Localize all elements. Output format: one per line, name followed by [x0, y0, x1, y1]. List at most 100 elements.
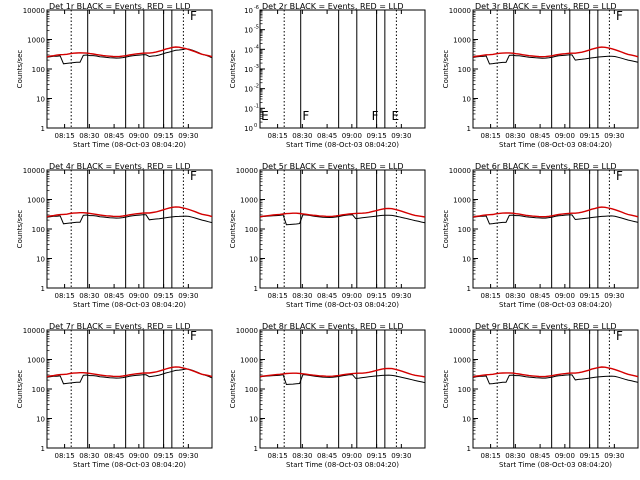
lld-series-line: [472, 366, 639, 378]
y-axis-label: Counts/sec: [229, 210, 237, 249]
x-axis-label: Start Time (08-Oct-03 08:04:20): [499, 141, 612, 149]
y-axis-label: Counts/sec: [442, 210, 450, 249]
y-tick-label: 1000: [240, 357, 258, 365]
x-tick-label: 09:30: [391, 452, 411, 460]
x-tick-label: 08:45: [104, 132, 124, 140]
x-tick-label: 09:15: [154, 132, 174, 140]
lld-series-line: [46, 46, 213, 58]
x-tick-label: 09:30: [178, 452, 198, 460]
lld-series-line: [46, 366, 213, 378]
x-tick-label: 08:30: [292, 292, 312, 300]
y-tick-label: 100: [32, 386, 45, 394]
x-tick-label: 09:00: [129, 132, 149, 140]
lld-series-line: [46, 206, 213, 218]
lld-series-line: [259, 207, 426, 218]
y-tick-label: 10: [36, 416, 45, 424]
x-axis-label: Start Time (08-Oct-03 08:04:20): [499, 461, 612, 469]
chart-panel-6: Det 6r BLACK = Events, RED = LLD 1 10 100 10…: [442, 162, 639, 309]
x-axis-label: Start Time (08-Oct-03 08:04:20): [286, 141, 399, 149]
y-tick-exponent: 0: [254, 123, 257, 129]
y-axis-label: Counts/sec: [16, 50, 24, 89]
y-axis-label: Counts/sec: [229, 370, 237, 409]
y-tick-exponent: -4: [254, 44, 259, 50]
chart-panel-5: Det 5r BLACK = Events, RED = LLD 1 10 100 10…: [229, 162, 426, 309]
chart-title: Det 7r BLACK = Events, RED = LLD: [49, 322, 191, 331]
plot-frame: [259, 329, 426, 449]
x-tick-label: 08:45: [530, 292, 550, 300]
x-tick-label: 08:15: [268, 452, 288, 460]
chart-panel-9: Det 9r BLACK = Events, RED = LLD 1 10 100 10…: [442, 322, 639, 469]
y-tick-label: 10000: [23, 7, 45, 15]
x-tick-label: 08:15: [481, 292, 501, 300]
y-tick-label: 1: [41, 125, 45, 133]
y-tick-label: 100: [458, 226, 471, 234]
y-tick-label: 10000: [236, 167, 258, 175]
x-tick-label: 09:30: [178, 292, 198, 300]
x-tick-label: 08:30: [292, 132, 312, 140]
x-tick-label: 09:00: [342, 292, 362, 300]
x-tick-label: 08:30: [292, 452, 312, 460]
x-tick-label: 08:45: [317, 132, 337, 140]
y-tick-label: 10: [36, 96, 45, 104]
y-tick-label: 10000: [449, 327, 471, 335]
y-tick-label: 1: [41, 445, 45, 453]
x-tick-label: 09:30: [391, 292, 411, 300]
flag-marker: E: [261, 109, 269, 123]
x-axis-label: Start Time (08-Oct-03 08:04:20): [73, 141, 186, 149]
y-tick-label: 10000: [449, 7, 471, 15]
x-axis-label: Start Time (08-Oct-03 08:04:20): [73, 301, 186, 309]
flag-marker: F: [190, 329, 197, 343]
x-tick-label: 08:30: [505, 452, 525, 460]
chart-title: Det 8r BLACK = Events, RED = LLD: [262, 322, 404, 331]
x-tick-label: 08:15: [55, 132, 75, 140]
x-tick-label: 08:15: [55, 452, 75, 460]
chart-panel-8: Det 8r BLACK = Events, RED = LLD 1 10 100 10…: [229, 322, 426, 469]
y-tick-label: 10: [36, 256, 45, 264]
y-tick-label: 10: [244, 27, 253, 35]
chart-title: Det 4r BLACK = Events, RED = LLD: [49, 162, 191, 171]
y-tick-label: 1000: [453, 357, 471, 365]
x-tick-label: 09:00: [342, 452, 362, 460]
y-tick-label: 10: [249, 416, 258, 424]
x-tick-label: 09:15: [580, 292, 600, 300]
plot-frame: [472, 169, 639, 289]
y-tick-label: 10: [244, 125, 253, 133]
chart-title: Det 6r BLACK = Events, RED = LLD: [475, 162, 617, 171]
events-series-line: [259, 214, 426, 226]
y-tick-label: 100: [458, 386, 471, 394]
flag-marker: F: [616, 329, 623, 343]
y-tick-label: 10: [249, 256, 258, 264]
y-tick-label: 1000: [27, 197, 45, 205]
y-tick-label: 1: [467, 445, 471, 453]
flag-marker: F: [372, 109, 379, 123]
y-tick-label: 1: [41, 285, 45, 293]
y-tick-label: 1000: [453, 197, 471, 205]
y-tick-label: 10000: [23, 327, 45, 335]
y-tick-exponent: -3: [254, 64, 259, 70]
x-axis-label: Start Time (08-Oct-03 08:04:20): [73, 461, 186, 469]
y-tick-label: 10: [462, 416, 471, 424]
x-tick-label: 09:15: [367, 292, 387, 300]
y-axis-label: Counts/sec: [442, 50, 450, 89]
flag-marker: E: [391, 109, 399, 123]
chart-panel-4: Det 4r BLACK = Events, RED = LLD 1 10 100 10…: [16, 162, 213, 309]
x-tick-label: 08:30: [79, 292, 99, 300]
y-tick-label: 100: [458, 66, 471, 74]
lld-series-line: [472, 46, 639, 58]
flag-marker: F: [616, 169, 623, 183]
x-tick-label: 09:30: [604, 132, 624, 140]
plot-frame: [46, 329, 213, 449]
y-tick-label: 1: [254, 285, 258, 293]
x-tick-label: 09:00: [555, 292, 575, 300]
x-tick-label: 08:30: [79, 132, 99, 140]
x-tick-label: 09:15: [580, 132, 600, 140]
y-tick-label: 10: [462, 256, 471, 264]
x-tick-label: 08:30: [79, 452, 99, 460]
x-tick-label: 09:15: [154, 292, 174, 300]
x-tick-label: 09:00: [555, 452, 575, 460]
y-tick-label: 1000: [27, 357, 45, 365]
x-axis-label: Start Time (08-Oct-03 08:04:20): [286, 461, 399, 469]
chart-title: Det 1r BLACK = Events, RED = LLD: [49, 2, 191, 11]
y-tick-label: 1000: [453, 37, 471, 45]
